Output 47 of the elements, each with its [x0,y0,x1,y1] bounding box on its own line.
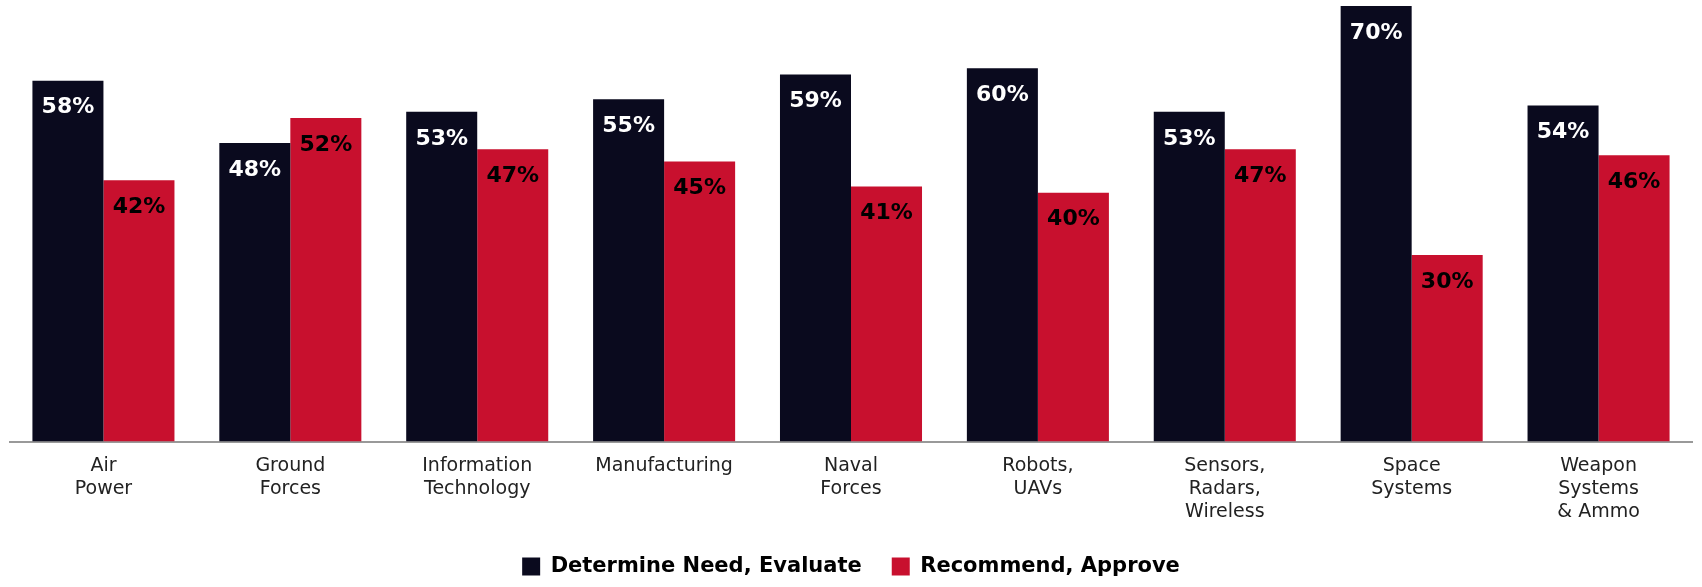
data-label: 70% [1349,18,1403,44]
x-tick-label: Ground Forces [255,452,326,498]
legend-label: Determine Need, Evaluate [550,552,862,577]
bar [1224,149,1296,442]
x-tick-label: Manufacturing [595,452,733,475]
x-tick-label: Air Power [74,452,133,498]
data-label: 47% [1233,161,1287,187]
x-tick-label: Sensors, Radars, Wireless [1184,452,1266,521]
bar [32,80,104,442]
bar [851,186,923,442]
bar [219,142,291,442]
x-tick-label: Weapon Systems & Ammo [1557,452,1640,521]
data-label: 58% [41,93,95,119]
data-label: 46% [1607,168,1661,194]
bar [290,118,362,442]
data-label: 45% [673,174,726,200]
bar [1411,254,1483,442]
data-label: 47% [486,161,540,187]
bar [1037,192,1109,442]
data-label: 41% [860,199,913,225]
bar [1153,111,1225,442]
bar [1340,6,1412,442]
data-label: 59% [789,87,842,113]
legend-label: Recommend, Approve [920,552,1180,577]
x-tick-label: Information Technology [422,452,533,498]
data-label: 60% [976,80,1029,106]
x-tick-label: Robots, UAVs [1002,452,1074,498]
bar [406,111,478,442]
bar [779,74,851,442]
bar [966,68,1038,442]
data-label: 52% [299,130,353,156]
data-label: 30% [1420,267,1474,293]
data-label: 53% [415,124,469,150]
data-label: 53% [1162,124,1216,150]
bar [664,161,736,442]
bar [103,180,175,442]
bar [593,99,665,442]
x-tick-label: Naval Forces [820,452,882,498]
data-label: 48% [228,155,282,181]
bar [1598,155,1670,442]
x-tick-label: Space Systems [1371,452,1453,498]
data-label: 55% [602,112,655,138]
bar [1527,105,1599,442]
data-label: 40% [1047,205,1100,231]
data-label: 54% [1536,118,1590,144]
bar [477,149,549,442]
data-label: 42% [112,192,166,218]
